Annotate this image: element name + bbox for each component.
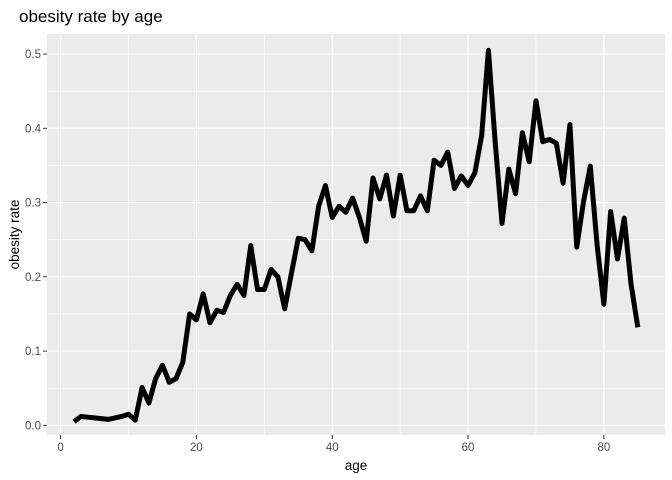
x-tick-label: 80: [597, 442, 610, 454]
y-axis-ticks: 0.0 0.1 0.2 0.3 0.4 0.5: [25, 49, 47, 432]
obesity-rate-line: [72, 47, 641, 424]
y-tick-label: 0.1: [25, 346, 41, 358]
y-tick-label: 0.2: [25, 272, 41, 284]
x-tick-label: 0: [57, 442, 63, 454]
y-tick-label: 0.3: [25, 198, 41, 210]
y-tick-label: 0.4: [25, 123, 42, 135]
chart-title: obesity rate by age: [19, 7, 163, 26]
x-axis-title: age: [345, 458, 368, 473]
x-tick-label: 60: [462, 442, 475, 454]
minor-grid: [47, 34, 665, 435]
x-tick-label: 40: [326, 442, 339, 454]
plot-panel: [47, 34, 665, 435]
y-tick-label: 0.5: [25, 49, 41, 61]
y-axis-title: obesity rate: [7, 200, 22, 270]
x-tick-label: 20: [190, 442, 203, 454]
y-tick-label: 0.0: [25, 420, 41, 432]
x-axis-ticks: 0 20 40 60 80: [57, 435, 610, 454]
